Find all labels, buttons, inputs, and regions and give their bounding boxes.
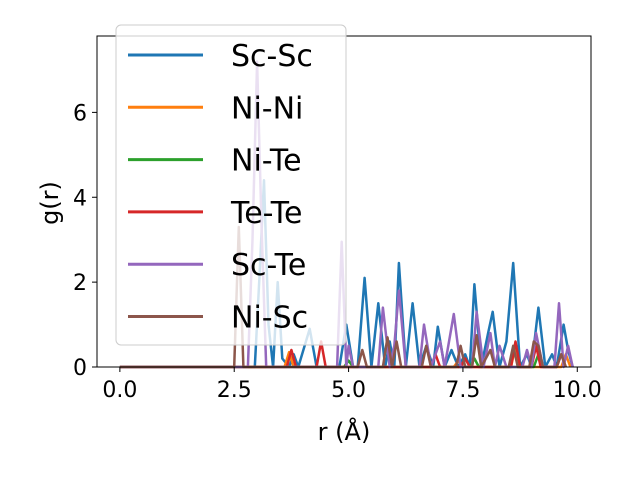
legend-label-4: Sc-Te xyxy=(231,248,306,283)
legend-label-3: Te-Te xyxy=(230,196,302,231)
y-tick-label: 4 xyxy=(73,186,87,211)
series-line-5 xyxy=(119,225,567,369)
x-tick-label: 5.0 xyxy=(331,378,366,403)
y-axis-label: g(r) xyxy=(36,181,64,225)
legend-label-0: Sc-Sc xyxy=(231,39,313,74)
x-tick-label: 0.0 xyxy=(102,378,137,403)
legend-label-2: Ni-Te xyxy=(231,144,302,179)
x-axis-label: r (Å) xyxy=(318,417,371,446)
x-tick-label: 7.5 xyxy=(445,378,480,403)
legend: Sc-Sc Ni-Ni Ni-Te Te-Te Sc-Te Ni-Sc xyxy=(115,24,347,346)
legend-label-5: Ni-Sc xyxy=(231,301,308,336)
y-tick-label: 2 xyxy=(73,271,87,296)
legend-label-1: Ni-Ni xyxy=(231,91,303,126)
y-tick-label: 0 xyxy=(73,356,87,381)
x-tick-label: 10.0 xyxy=(553,378,602,403)
x-axis: 0.0 2.5 5.0 7.5 10.0 xyxy=(102,367,602,403)
y-tick-label: 6 xyxy=(73,101,87,126)
x-tick-label: 2.5 xyxy=(217,378,252,403)
y-axis: 0 2 4 6 xyxy=(73,101,97,381)
